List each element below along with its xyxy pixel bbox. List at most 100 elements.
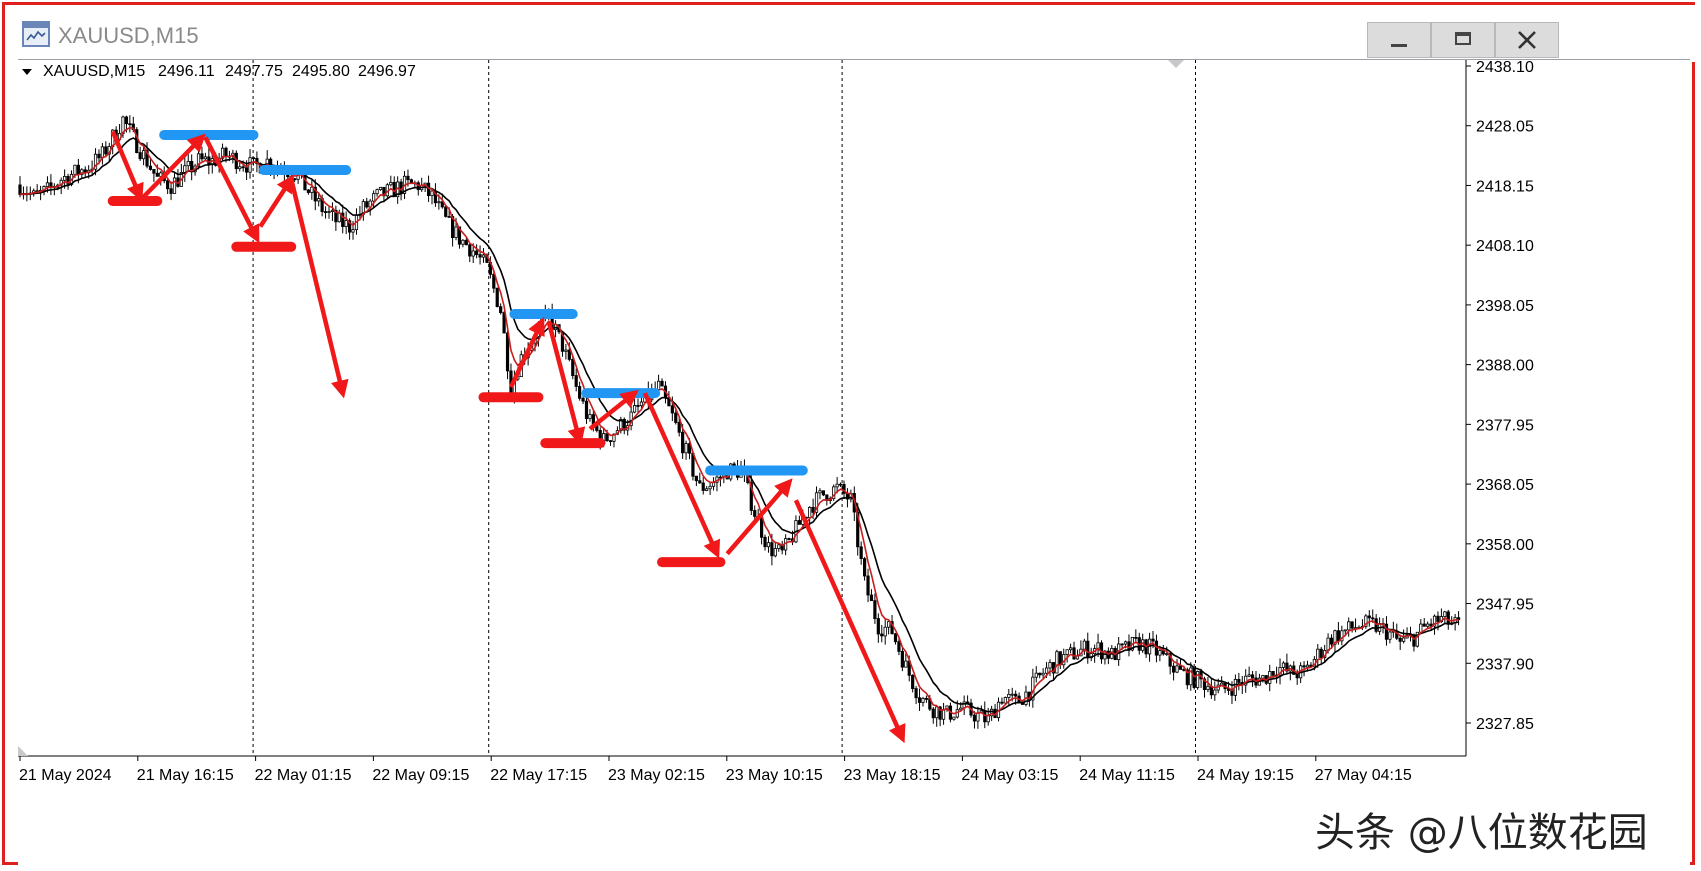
trend-arrow [110, 130, 144, 202]
trend-arrow [725, 478, 793, 556]
price-tick-label: 2368.05 [1476, 477, 1534, 494]
candle-body [581, 397, 585, 402]
candle-body [773, 548, 777, 557]
candle-body [1247, 674, 1251, 677]
close-button[interactable] [1495, 22, 1559, 58]
candle-body [787, 538, 791, 540]
candle-body [18, 184, 22, 195]
time-tick-label: 22 May 17:15 [490, 767, 587, 784]
candle-body [1302, 665, 1306, 668]
candle-body [475, 250, 479, 256]
ma-slow-line [19, 137, 1459, 714]
time-tick-label: 23 May 02:15 [608, 767, 705, 784]
time-tick-label: 27 May 04:15 [1315, 767, 1412, 784]
candle-body [893, 633, 898, 643]
candle-body [440, 201, 444, 208]
candle-body [183, 165, 187, 173]
candle-body [1014, 693, 1018, 697]
candle-body [310, 186, 314, 193]
candle-body [859, 546, 863, 560]
candle-body [138, 152, 142, 160]
candle-body [1415, 631, 1419, 647]
restore-icon [1455, 32, 1471, 45]
candle-body [876, 618, 880, 635]
candle-body [1003, 697, 1007, 704]
candle-body [931, 708, 935, 719]
candle-body [887, 621, 891, 628]
candle-body [766, 542, 771, 548]
trend-arrow [588, 389, 639, 431]
candle-body [1086, 640, 1090, 659]
header-high: 2497.75 [225, 63, 283, 80]
candle-body [808, 506, 812, 518]
candle-body [1367, 615, 1371, 619]
candle-body [657, 380, 661, 390]
trend-arrow [203, 136, 260, 244]
candle-body [341, 212, 345, 227]
candle-body [1044, 667, 1049, 674]
candle-body [842, 483, 846, 494]
candle-body [1048, 662, 1052, 669]
candle-body [564, 349, 568, 352]
candle-body [499, 306, 503, 314]
candle-body [670, 405, 674, 414]
candle-body [770, 542, 774, 557]
trend-arrow [642, 392, 721, 559]
candle-body [1192, 667, 1196, 688]
candle-body [76, 164, 80, 175]
candle-body [1213, 689, 1217, 696]
candle-body [1206, 685, 1210, 691]
candle-body [1172, 665, 1176, 673]
minimize-button[interactable] [1367, 22, 1431, 58]
candle-body [1065, 649, 1069, 655]
candle-body [1134, 636, 1138, 639]
candle-body [972, 714, 977, 722]
candle-body [619, 418, 623, 432]
minimize-icon [1391, 44, 1407, 47]
collapse-triangle-icon[interactable] [22, 69, 32, 75]
candle-body [457, 226, 462, 245]
header-close: 2496.97 [358, 63, 416, 80]
candle-body [921, 697, 925, 703]
candle-body [1295, 673, 1299, 679]
chart-window-icon [22, 21, 50, 47]
candle-body [608, 440, 613, 443]
candle-body [1333, 630, 1337, 645]
candle-body [104, 146, 108, 155]
price-chart[interactable]: 2438.10 2428.05 2418.15 2408.10 2398.05 2388.… [18, 59, 1690, 866]
candle-body [244, 167, 249, 173]
time-tick-label: 21 May 16:15 [137, 767, 234, 784]
candle-body [306, 189, 311, 193]
trend-arrow [258, 174, 295, 228]
candle-body [584, 400, 589, 420]
candle-body [73, 164, 77, 175]
candle-body [430, 190, 434, 197]
chart-shift-marker-icon[interactable] [1168, 60, 1184, 68]
candle-body [1158, 650, 1162, 656]
chart-area[interactable]: 2438.10 2428.05 2418.15 2408.10 2398.05 2388.… [18, 59, 1690, 866]
restore-button[interactable] [1431, 22, 1495, 58]
candle-body [203, 156, 207, 160]
candle-body [468, 244, 472, 257]
candle-body [492, 273, 496, 289]
candle-body [605, 433, 609, 442]
trend-arrow [546, 321, 586, 446]
candle-body [251, 157, 256, 160]
candle-body [1058, 651, 1062, 666]
candle-body [1034, 672, 1038, 678]
window-title: XAUUSD,M15 [58, 23, 199, 48]
candle-body [375, 189, 379, 195]
candle-body [705, 488, 709, 491]
candle-body [694, 475, 698, 482]
title-bar[interactable]: XAUUSD,M15 [5, 5, 1696, 62]
candle-body [155, 172, 159, 177]
candle-body [128, 123, 132, 126]
candle-body [317, 198, 321, 202]
candle-body [1010, 693, 1014, 696]
candle-body [426, 182, 431, 197]
candle-body [1123, 641, 1128, 645]
candle-body [1422, 623, 1426, 627]
candle-body [941, 708, 946, 720]
candle-body [1069, 647, 1073, 651]
candle-body [80, 169, 84, 175]
